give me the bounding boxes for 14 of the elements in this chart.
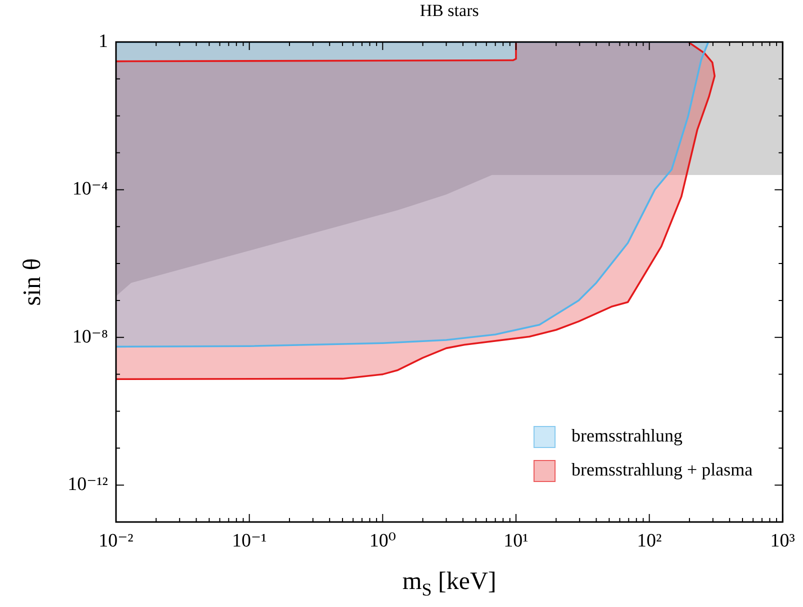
y-tick-label: 10⁻⁸ [72, 326, 108, 348]
chart-title: HB stars [420, 1, 479, 20]
x-tick-label: 10⁻¹ [232, 530, 267, 552]
x-tick-label: 10³ [770, 530, 796, 552]
y-tick-label: 1 [98, 30, 108, 52]
x-tick-label: 10¹ [504, 530, 529, 552]
y-axis-title: sin θ [19, 258, 46, 306]
x-tick-label: 10⁰ [369, 530, 396, 552]
y-tick-label: 10⁻⁴ [72, 178, 108, 200]
y-tick-label: 10⁻¹² [68, 474, 108, 496]
x-tick-label: 10² [636, 530, 662, 552]
x-tick-label: 10⁻² [98, 530, 134, 552]
legend-label: bremsstrahlung [572, 426, 683, 446]
legend-label: bremsstrahlung + plasma [572, 460, 753, 480]
